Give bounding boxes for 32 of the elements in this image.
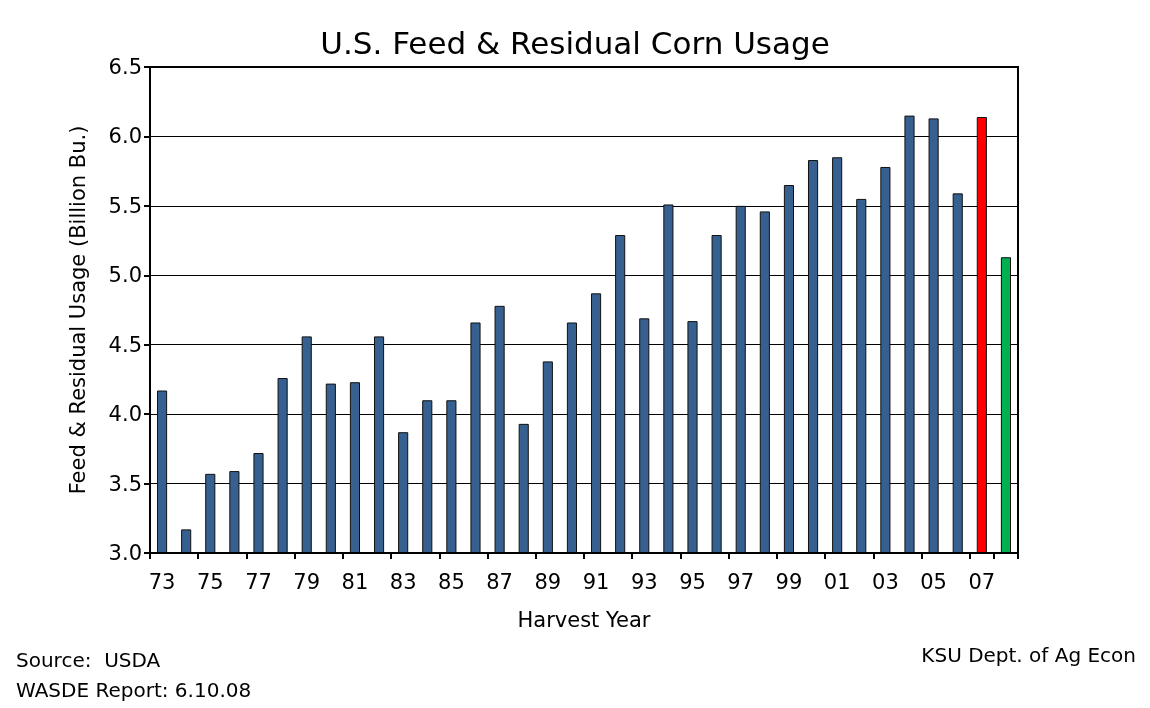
x-tick-label: 77 (245, 569, 272, 594)
x-tick-label: 91 (582, 569, 610, 594)
x-tick-label: 01 (823, 569, 851, 594)
x-tick-label: 93 (630, 569, 658, 594)
y-tick-label: 4.0 (108, 402, 142, 427)
y-tick-label: 5.5 (108, 193, 142, 218)
y-tick-label: 4.5 (108, 332, 142, 357)
y-tick-label: 6.5 (108, 55, 142, 79)
x-tick-label: 73 (148, 569, 176, 594)
x-tick-label: 07 (968, 569, 996, 594)
x-tick-label: 79 (293, 569, 321, 594)
x-tick-label: 83 (389, 569, 417, 594)
x-tick-label: 81 (341, 569, 369, 594)
x-tick-label: 99 (775, 569, 803, 594)
x-axis-title: Harvest Year (517, 607, 651, 632)
y-axis-title: Feed & Residual Usage (Billion Bu.) (65, 125, 90, 495)
x-tick-label: 03 (872, 569, 899, 594)
x-tick-label: 05 (920, 569, 947, 594)
x-tick-label: 97 (727, 569, 755, 594)
x-tick-label: 85 (438, 569, 465, 594)
text: WASDE Report: 6.10.08 (16, 678, 252, 702)
x-tick-label: 87 (486, 569, 513, 594)
x-tick-label: 95 (679, 569, 706, 594)
chart-title: U.S. Feed & Residual Corn Usage (320, 24, 830, 61)
y-tick-label: 3.0 (108, 541, 142, 565)
source-note: Source: USDA (16, 648, 161, 672)
y-tick-label: 6.0 (108, 124, 142, 149)
x-tick-label: 75 (196, 569, 224, 594)
y-tick-label: 5.0 (108, 263, 142, 288)
x-tick-label: 89 (534, 569, 562, 594)
text: KSU Dept. of Ag Econ (921, 643, 1137, 667)
y-tick-label: 3.5 (108, 471, 142, 496)
